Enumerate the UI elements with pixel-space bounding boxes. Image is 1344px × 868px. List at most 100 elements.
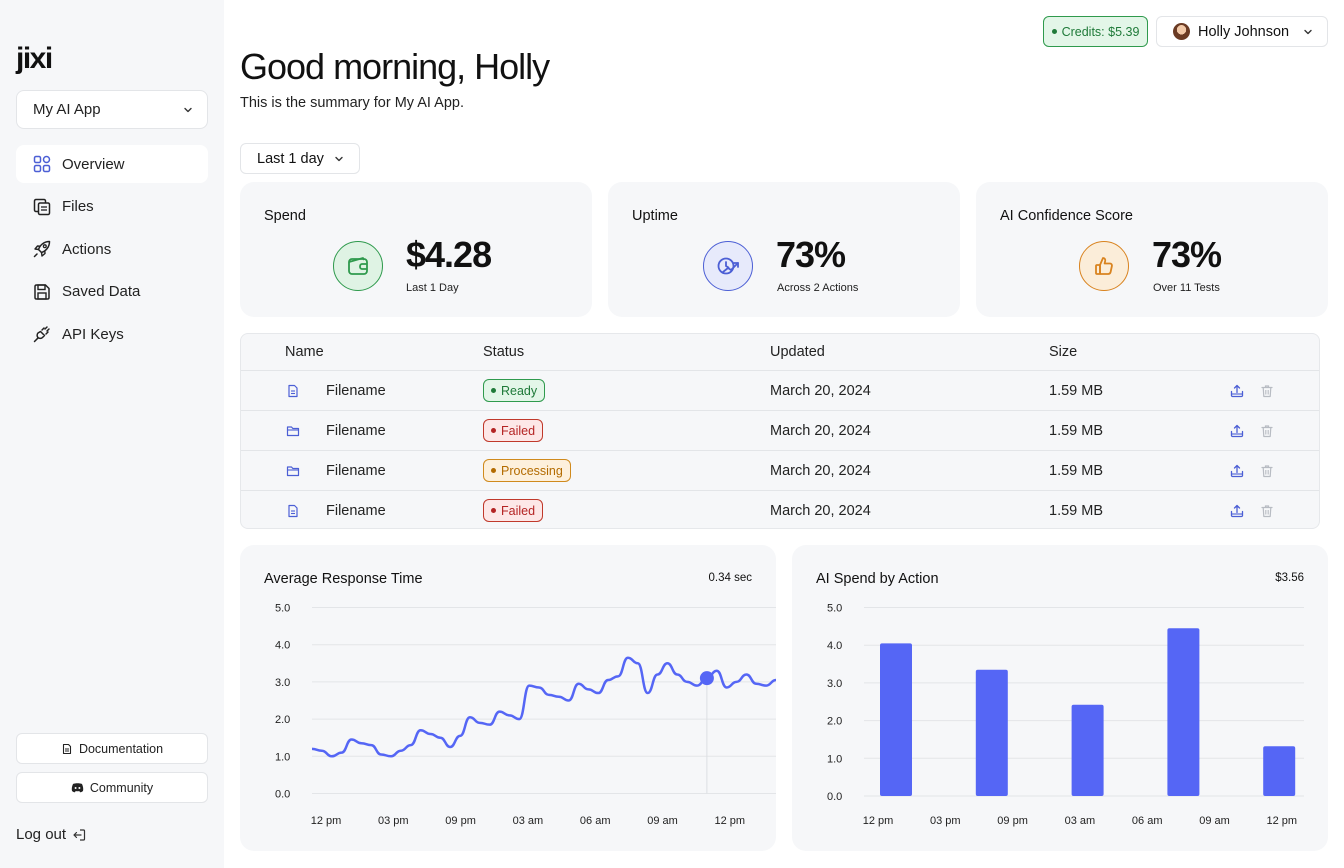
sidebar-item-label: Overview [62,155,125,173]
time-range-select[interactable]: Last 1 day [240,143,360,174]
y-tick-label: 0.0 [275,789,290,801]
document-icon [288,504,298,517]
status-dot [1051,29,1057,34]
updated-date: March 20, 2024 [770,382,871,399]
delete-button[interactable] [1260,411,1274,450]
user-menu[interactable]: Holly Johnson [1156,16,1328,47]
avatar [1173,23,1190,40]
file-name[interactable]: Filename [326,502,386,519]
x-tick-label: 03 pm [378,815,409,827]
chevron-down-icon [1304,29,1312,34]
upload-button[interactable] [1230,371,1244,410]
wallet-icon [333,241,383,291]
community-button[interactable]: Community [16,772,208,803]
sidebar-item-label: Actions [62,240,112,258]
chart-total: 0.34 sec [708,572,752,584]
logout-button[interactable]: Log out [16,826,86,843]
sidebar-item-label: API Keys [62,325,124,343]
highlight-point[interactable] [699,671,714,686]
x-tick-label: 06 am [580,815,611,827]
document-icon [62,743,72,754]
file-size: 1.59 MB [1049,422,1103,439]
delete-button[interactable] [1260,371,1274,410]
upload-icon [1230,424,1244,437]
thumbs-up-icon [1079,241,1129,291]
uptime-value: 73% [776,234,846,275]
upload-button[interactable] [1230,411,1244,450]
overview-icon [33,155,51,173]
documentation-label: Documentation [78,741,164,756]
sidebar: jixi My AI App Overview Files Actions Sa… [0,0,224,868]
file-type-icon [286,411,300,450]
page-subtitle: This is the summary for My AI App. [240,95,465,111]
updated-date: March 20, 2024 [770,422,871,439]
upload-button[interactable] [1230,491,1244,528]
sidebar-item-label: Saved Data [62,283,141,300]
y-tick-label: 5.0 [275,603,290,615]
column-header-status[interactable]: Status [483,344,525,360]
bar[interactable] [1263,746,1296,796]
y-tick-label: 1.0 [275,751,290,763]
upload-button[interactable] [1230,451,1244,490]
folder-icon [286,425,300,436]
delete-button[interactable] [1260,451,1274,490]
x-tick-label: 12 pm [311,815,342,827]
sidebar-item-saved-data[interactable]: Saved Data [16,273,208,311]
documentation-button[interactable]: Documentation [16,733,208,764]
file-name[interactable]: Filename [326,462,386,479]
confidence-card: AI Confidence Score 73% Over 11 Tests [976,182,1328,317]
app-selector[interactable]: My AI App [16,90,208,129]
column-header-updated[interactable]: Updated [770,344,825,360]
file-type-icon [286,371,300,410]
spend-value: $4.28 [406,234,492,275]
y-tick-label: 1.0 [827,753,842,765]
table-row[interactable]: Filename Ready March 20, 2024 1.59 MB [241,370,1319,410]
rocket-icon [33,240,51,258]
trash-icon [1261,384,1273,397]
bar[interactable] [1167,628,1200,796]
chart-title: Average Response Time [264,571,423,587]
plug-icon [33,326,50,343]
delete-button[interactable] [1260,491,1274,528]
file-name[interactable]: Filename [326,382,386,399]
bar[interactable] [975,669,1008,796]
bar[interactable] [880,643,912,796]
chart-title: AI Spend by Action [816,571,939,587]
series-line [311,656,776,758]
upload-icon [1230,504,1244,517]
table-row[interactable]: Filename Failed March 20, 2024 1.59 MB [241,490,1319,528]
sidebar-item-actions[interactable]: Actions [16,230,208,268]
bar[interactable] [1071,704,1104,796]
chart-total: $3.56 [1275,572,1304,584]
table-row[interactable]: Filename Failed March 20, 2024 1.59 MB [241,410,1319,450]
files-table: Name Status Updated Size Filename Ready … [240,333,1320,529]
sidebar-item-files[interactable]: Files [16,188,208,226]
sidebar-item-label: Files [62,198,94,215]
file-size: 1.59 MB [1049,382,1103,399]
discord-icon [71,783,84,793]
y-tick-label: 2.0 [827,716,842,728]
file-size: 1.59 MB [1049,502,1103,519]
y-tick-label: 5.0 [827,603,842,615]
sidebar-item-overview[interactable]: Overview [16,145,208,183]
x-tick-label: 03 am [513,815,544,827]
confidence-subtext: Over 11 Tests [1153,282,1220,294]
chevron-down-icon [335,156,343,161]
x-tick-label: 12 pm [715,815,746,827]
uptime-card: Uptime 73% Across 2 Actions [608,182,960,317]
column-header-name[interactable]: Name [285,344,324,360]
spend-by-action-chart: AI Spend by Action $3.56 5.0 4.0 3.0 2.0 1.0… [792,545,1328,851]
column-header-size[interactable]: Size [1049,344,1078,360]
logout-icon [73,828,86,841]
status-badge: Ready [483,371,546,410]
uptime-subtext: Across 2 Actions [777,282,859,294]
files-icon [33,198,51,215]
sidebar-item-api-keys[interactable]: API Keys [16,315,208,353]
credits-badge[interactable]: Credits: $5.39 [1043,16,1148,47]
line-chart-plot: 5.0 4.0 3.0 2.0 1.0 0.0 12 pm 03 pm 09 pm 03 am 06… [275,603,776,827]
status-badge: Failed [483,411,544,450]
table-row[interactable]: Filename Processing March 20, 2024 1.59 … [241,450,1319,490]
upload-icon [1230,384,1244,397]
file-name[interactable]: Filename [326,422,386,439]
jixi-logo[interactable]: jixi [16,42,53,75]
